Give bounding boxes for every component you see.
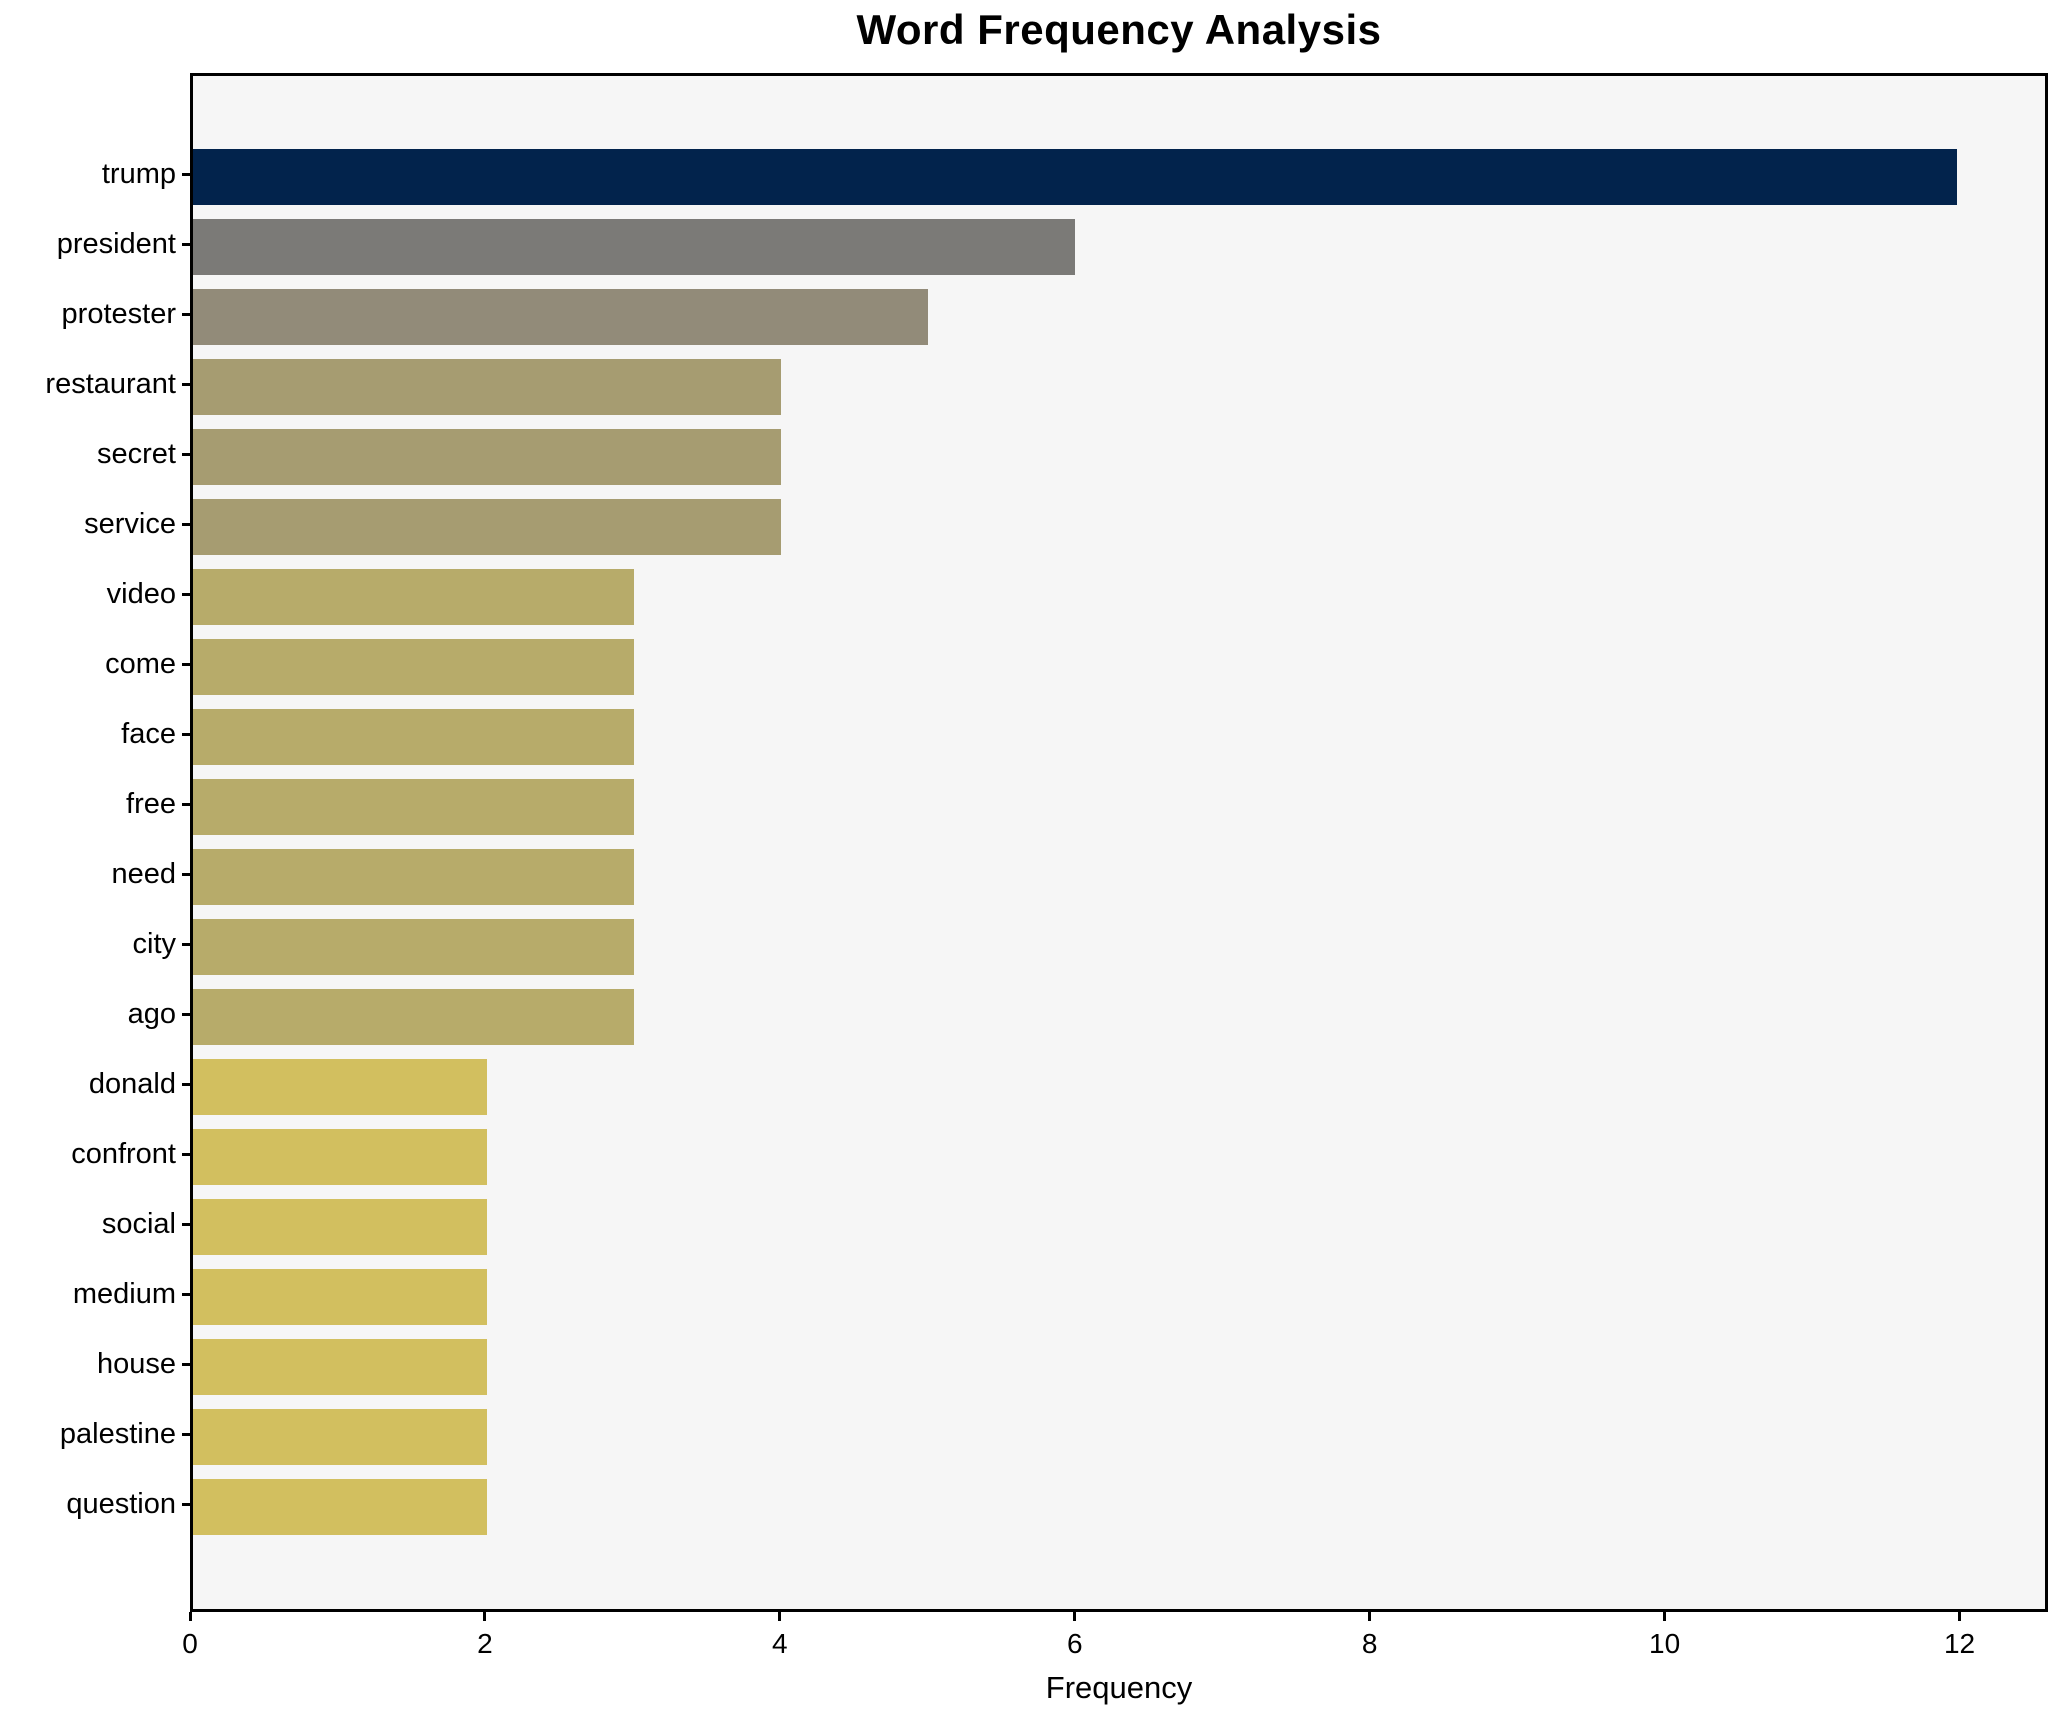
x-tick-mark: [188, 1612, 192, 1621]
y-tick-mark: [182, 733, 190, 736]
bar-row-house: [193, 1332, 2045, 1402]
y-tick-label-face: face: [121, 718, 176, 750]
y-tick-label-medium: medium: [72, 1278, 176, 1310]
y-tick-label-restaurant: restaurant: [45, 368, 176, 400]
bar-row-secret: [193, 422, 2045, 492]
bar-need: [193, 849, 634, 905]
y-tick-mark: [182, 803, 190, 806]
y-tick-label-donald: donald: [88, 1068, 176, 1100]
bar-service: [193, 499, 781, 555]
bar-row-president: [193, 212, 2045, 282]
bar-ago: [193, 989, 634, 1045]
y-tick-label-president: president: [56, 228, 176, 260]
x-tick-label-4: 4: [772, 1628, 788, 1659]
bar-protester: [193, 289, 928, 345]
bar-secret: [193, 429, 781, 485]
y-tick-mark: [182, 1013, 190, 1016]
x-tick-label-12: 12: [1943, 1628, 1976, 1659]
y-tick-mark: [182, 593, 190, 596]
x-tick-label-2: 2: [477, 1628, 493, 1659]
y-tick-label-free: free: [126, 788, 176, 820]
x-tick-label-8: 8: [1361, 1628, 1378, 1659]
y-tick-mark: [182, 173, 190, 176]
y-tick-mark: [182, 1223, 190, 1226]
x-axis-title: Frequency: [1045, 1670, 1193, 1705]
bar-come: [193, 639, 634, 695]
x-tick-mark: [1958, 1612, 1962, 1621]
bar-row-restaurant: [193, 352, 2045, 422]
plot-area: [190, 73, 2048, 1612]
bar-restaurant: [193, 359, 781, 415]
bar-row-confront: [193, 1122, 2045, 1192]
x-tick-label-6: 6: [1066, 1628, 1083, 1659]
bar-row-service: [193, 492, 2045, 562]
bar-row-video: [193, 562, 2045, 632]
y-tick-label-come: come: [105, 648, 176, 680]
bar-row-social: [193, 1192, 2045, 1262]
bar-row-trump: [193, 142, 2045, 212]
y-tick-label-need: need: [111, 858, 176, 890]
y-tick-mark: [182, 1363, 190, 1366]
y-tick-mark: [182, 453, 190, 456]
y-tick-label-question: question: [66, 1488, 176, 1520]
bar-donald: [193, 1059, 487, 1115]
bar-row-medium: [193, 1262, 2045, 1332]
y-tick-mark: [182, 663, 190, 666]
y-tick-mark: [182, 943, 190, 946]
y-tick-mark: [182, 313, 190, 316]
x-tick-mark: [778, 1612, 782, 1621]
y-tick-mark: [182, 1503, 190, 1506]
y-tick-label-house: house: [96, 1348, 176, 1380]
y-tick-mark: [182, 1433, 190, 1436]
y-tick-label-secret: secret: [97, 438, 176, 470]
bar-question: [193, 1479, 487, 1535]
bar-medium: [193, 1269, 487, 1325]
bar-row-palestine: [193, 1402, 2045, 1472]
y-tick-label-video: video: [106, 578, 176, 610]
x-tick-label-10: 10: [1649, 1628, 1681, 1659]
y-tick-label-trump: trump: [101, 158, 176, 190]
x-tick-mark: [1663, 1612, 1667, 1621]
x-tick-mark: [483, 1612, 487, 1621]
y-tick-label-ago: ago: [127, 998, 176, 1030]
y-tick-mark: [182, 523, 190, 526]
bar-free: [193, 779, 634, 835]
bar-row-ago: [193, 982, 2045, 1052]
bar-social: [193, 1199, 487, 1255]
bar-confront: [193, 1129, 487, 1185]
x-tick-mark: [1073, 1612, 1077, 1621]
x-tick-label-0: 0: [182, 1628, 198, 1659]
y-tick-mark: [182, 1153, 190, 1156]
y-tick-mark: [182, 243, 190, 246]
y-tick-mark: [182, 383, 190, 386]
bar-trump: [193, 149, 1957, 205]
y-tick-mark: [182, 1083, 190, 1086]
bar-row-need: [193, 842, 2045, 912]
y-tick-label-service: service: [84, 508, 176, 540]
bar-row-free: [193, 772, 2045, 842]
y-tick-mark: [182, 873, 190, 876]
bar-video: [193, 569, 634, 625]
bar-face: [193, 709, 634, 765]
bar-palestine: [193, 1409, 487, 1465]
bar-row-face: [193, 702, 2045, 772]
y-tick-label-protester: protester: [61, 298, 176, 330]
bar-row-question: [193, 1472, 2045, 1542]
chart-title: Word Frequency Analysis: [856, 6, 1382, 53]
y-tick-label-social: social: [101, 1208, 176, 1240]
bar-row-protester: [193, 282, 2045, 352]
y-tick-mark: [182, 1293, 190, 1296]
y-tick-label-confront: confront: [71, 1138, 176, 1170]
bar-city: [193, 919, 634, 975]
y-tick-label-city: city: [132, 928, 177, 960]
bar-president: [193, 219, 1075, 275]
bar-row-city: [193, 912, 2045, 982]
bars-container: [193, 76, 2045, 1609]
y-tick-label-palestine: palestine: [59, 1418, 176, 1450]
bar-row-donald: [193, 1052, 2045, 1122]
x-tick-mark: [1368, 1612, 1372, 1621]
bar-row-come: [193, 632, 2045, 702]
bar-house: [193, 1339, 487, 1395]
